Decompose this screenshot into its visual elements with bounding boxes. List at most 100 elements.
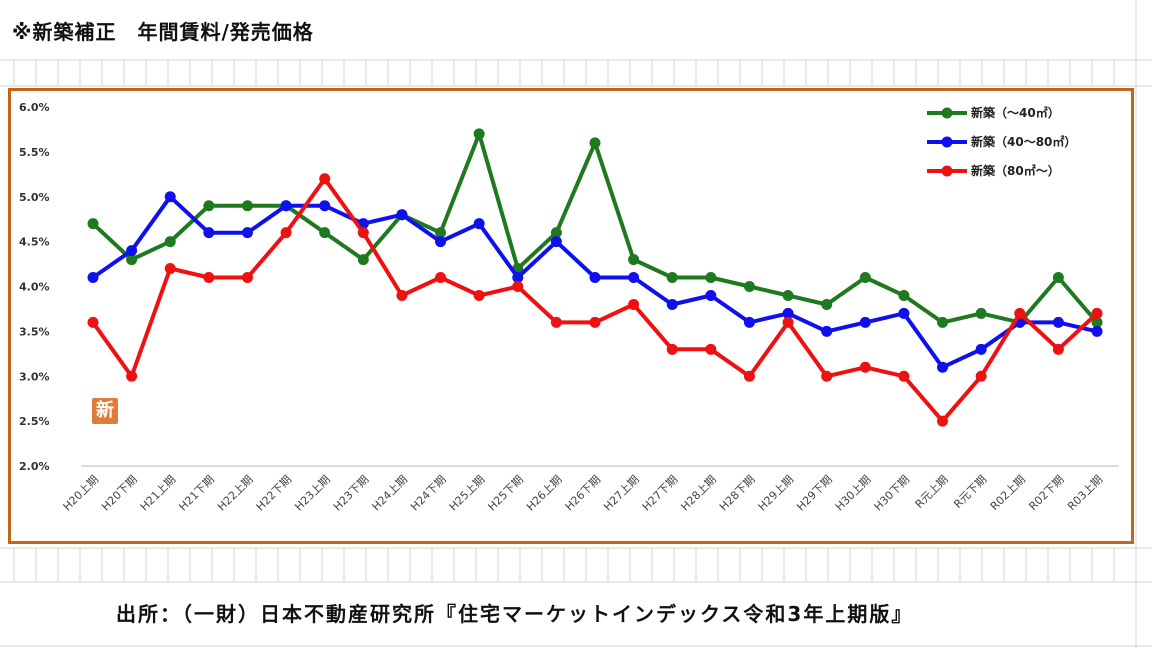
data-point [357,254,369,266]
data-point [1052,272,1064,284]
data-point [821,325,833,337]
x-tick-label: H26下期 [563,473,604,514]
y-tick-label: 4.5% [19,236,50,249]
x-tick-label: H20上期 [61,473,102,514]
x-tick-label: H27上期 [601,473,642,514]
data-point [319,173,331,185]
data-point [319,200,331,212]
data-point [937,361,949,373]
series-line [91,131,1099,325]
x-tick-label: H25下期 [485,473,526,514]
data-point [203,272,215,284]
data-point [550,316,562,328]
data-point [126,245,138,257]
data-point [87,218,99,230]
data-point [666,298,678,310]
data-point [164,263,176,275]
data-point [628,298,640,310]
data-point [705,289,717,301]
data-point [589,272,601,284]
data-point [473,218,485,230]
data-point [319,227,331,239]
x-tick-label: H30下期 [872,473,913,514]
data-point [859,361,871,373]
data-point [164,236,176,248]
data-point [821,298,833,310]
x-tick-label: H26上期 [524,473,565,514]
data-point [782,307,794,319]
data-point [782,316,794,328]
data-point [164,191,176,203]
data-point [1091,316,1103,328]
legend-marker [941,165,953,177]
source-note: 出所：（一財）日本不動産研究所『住宅マーケットインデックス令和3年上期版』 [116,602,914,626]
x-tick-label: H27下期 [640,473,681,514]
x-tick-label: H22上期 [215,473,256,514]
x-tick-label: H28上期 [678,473,719,514]
data-point [241,272,253,284]
data-point [203,200,215,212]
data-point [705,272,717,284]
x-tick-label: H24下期 [408,473,449,514]
series-line [91,176,1099,424]
data-point [126,370,138,382]
y-tick-label: 3.5% [19,325,50,338]
x-tick-label: H21上期 [138,473,179,514]
x-tick-label: H25上期 [447,473,488,514]
line-chart: 2.0% 2.5% 3.0% 3.5% 4.0% 4.5% 5.0% 5.5% 6.0% H20上… [19,101,1119,514]
data-point [975,343,987,355]
x-tick-label: H22下期 [254,473,295,514]
data-point [1014,307,1026,319]
data-point [241,227,253,239]
legend-label: 新築（40～80㎡） [971,134,1076,149]
data-point [1091,307,1103,319]
data-point [1052,316,1064,328]
data-point [87,316,99,328]
data-point [743,316,755,328]
data-point [975,307,987,319]
data-point [628,272,640,284]
legend-marker [941,136,953,148]
y-tick-label: 4.0% [19,281,50,294]
x-tick-label: R02下期 [1026,473,1066,513]
x-tick-label: R元下期 [951,473,989,511]
legend-label: 新築（～40㎡） [971,105,1060,120]
data-point [241,200,253,212]
y-tick-label: 6.0% [19,101,50,114]
x-tick-label: H30上期 [833,473,874,514]
data-point [473,289,485,301]
data-point [203,227,215,239]
data-point [357,227,369,239]
data-point [589,137,601,149]
y-tick-label: 5.0% [19,191,50,204]
x-tick-label: R03上期 [1065,473,1105,513]
data-point [512,272,524,284]
x-tick-label: H20下期 [99,473,140,514]
x-tick-label: H29上期 [756,473,797,514]
data-point [937,316,949,328]
data-point [898,370,910,382]
data-point [743,281,755,292]
page-title: ※新築補正 年間賃料/発売価格 [12,20,314,44]
data-point [550,236,562,248]
chart-frame: 2.0% 2.5% 3.0% 3.5% 4.0% 4.5% 5.0% 5.5% 6.0% H20上… [8,88,1134,544]
x-tick-label: H29下期 [794,473,835,514]
x-tick-label: H23上期 [292,473,333,514]
y-tick-label: 2.0% [19,460,50,473]
y-tick-label: 5.5% [19,146,50,159]
data-point [435,236,447,248]
data-point [975,370,987,382]
data-point [743,370,755,382]
data-point [87,272,99,284]
data-point [550,227,562,239]
x-tick-label: H21下期 [176,473,217,514]
data-point [126,254,138,266]
x-tick-label: R元上期 [913,473,951,511]
data-point [435,272,447,284]
data-point [705,343,717,355]
data-point [628,254,640,266]
data-point [898,307,910,319]
data-point [937,415,949,427]
y-tick-label: 3.0% [19,370,50,383]
